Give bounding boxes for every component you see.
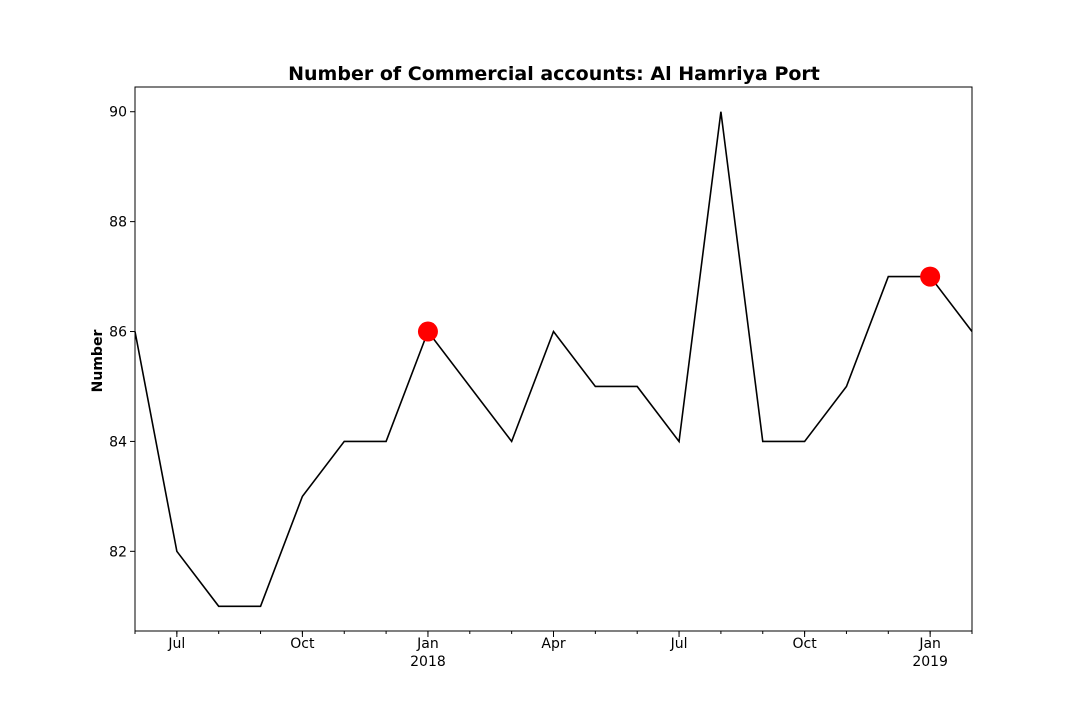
x-tick-label: Oct bbox=[792, 636, 817, 652]
y-axis-label: Number bbox=[90, 330, 106, 393]
x-tick-label: Jul bbox=[670, 636, 688, 652]
x-tick-label: Jul bbox=[167, 636, 185, 652]
plot-frame bbox=[134, 86, 973, 632]
y-tick-label: 82 bbox=[109, 544, 127, 560]
y-tick-label: 90 bbox=[109, 105, 127, 121]
x-tick-year-label: 2019 bbox=[912, 654, 948, 670]
highlight-point bbox=[920, 266, 941, 287]
x-tick-label: Jan bbox=[918, 636, 941, 652]
highlight-point bbox=[417, 321, 438, 342]
x-tick-label: Apr bbox=[541, 636, 565, 652]
y-tick-label: 84 bbox=[109, 434, 127, 450]
plot-area: 82 84 86 88 90 Jul Oct Jan 2018 Apr Jul Oct Jan 2019 bbox=[109, 105, 973, 670]
y-tick-label: 86 bbox=[109, 325, 127, 341]
x-tick-year-label: 2018 bbox=[410, 654, 446, 670]
x-tick-label: Jan bbox=[416, 636, 439, 652]
series-line bbox=[134, 111, 973, 608]
x-tick-label: Oct bbox=[290, 636, 315, 652]
y-tick-label: 88 bbox=[109, 215, 127, 231]
chart-title: Number of Commercial accounts: Al Hamriy… bbox=[288, 63, 820, 85]
